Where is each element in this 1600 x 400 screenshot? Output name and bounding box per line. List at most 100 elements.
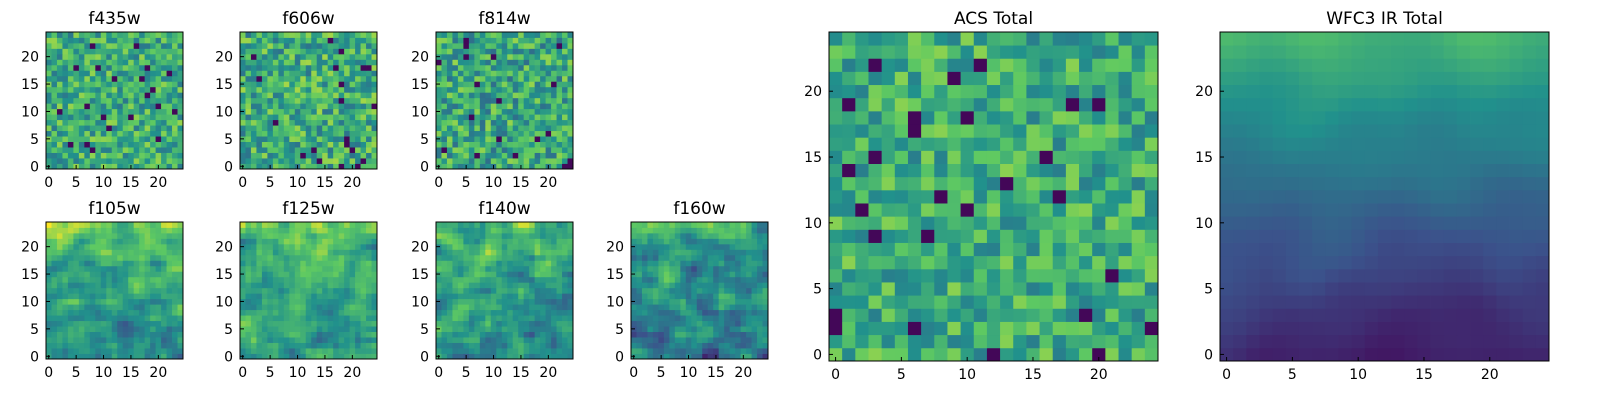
heatmap-cell — [1144, 216, 1159, 230]
heatmap-cell — [855, 295, 869, 309]
heatmap-cells — [436, 32, 574, 170]
heatmap-cell — [636, 304, 643, 311]
heatmap-cell — [95, 238, 102, 245]
heatmap-cell — [172, 222, 178, 228]
heatmap-cell — [724, 243, 731, 250]
heatmap-cell — [84, 282, 91, 289]
heatmap-cell — [366, 337, 372, 343]
heatmap-cell — [56, 315, 63, 322]
heatmap-cell — [256, 282, 263, 289]
heatmap-cell — [868, 176, 883, 191]
heatmap-cell — [707, 276, 714, 283]
heatmap-cell — [441, 75, 448, 82]
heatmap-cell — [551, 130, 557, 137]
heatmap-cell — [534, 125, 541, 132]
heatmap-cell — [89, 315, 96, 322]
heatmap-cell — [371, 353, 378, 360]
heatmap-cell — [122, 103, 129, 110]
heatmap-cell — [111, 238, 118, 245]
heatmap-cell — [256, 53, 263, 60]
heatmap-cell — [746, 271, 752, 278]
heatmap-cell — [452, 86, 459, 93]
heatmap-cell — [468, 53, 475, 60]
heatmap-cell — [161, 141, 167, 148]
heatmap-cell — [316, 353, 323, 360]
heatmap-cell — [283, 141, 290, 148]
heatmap-cell — [117, 243, 124, 250]
heatmap-cell — [161, 337, 167, 343]
heatmap-cell — [338, 227, 345, 234]
heatmap-cell — [691, 222, 698, 228]
heatmap-cell — [551, 59, 557, 66]
heatmap-cell — [545, 304, 552, 311]
heatmap-cell — [333, 75, 340, 82]
heatmap-cell — [868, 124, 883, 138]
heatmap-cell — [300, 243, 307, 250]
heatmap-cell — [89, 254, 96, 261]
heatmap-cell — [349, 315, 356, 322]
heatmap-cell — [294, 32, 301, 38]
heatmap-cell — [1013, 268, 1027, 283]
heatmap-cell — [556, 331, 563, 338]
heatmap-cell — [327, 64, 334, 71]
heatmap-cell — [349, 108, 356, 115]
heatmap-cell — [545, 265, 552, 272]
heatmap-cell — [540, 320, 546, 327]
heatmap-cell — [89, 59, 96, 66]
heatmap-cell — [261, 293, 268, 300]
heatmap-cell — [724, 315, 731, 322]
heatmap-cell — [556, 238, 563, 245]
heatmap-cell — [496, 86, 503, 93]
heatmap-cell — [294, 147, 301, 153]
heatmap-cell — [73, 320, 80, 327]
heatmap-cell — [272, 152, 279, 159]
heatmap-cell — [139, 130, 146, 137]
heatmap-cell — [1000, 124, 1014, 138]
heatmap-cell — [78, 130, 85, 137]
heatmap-cell — [56, 70, 63, 77]
heatmap-cell — [327, 260, 334, 267]
heatmap-cell — [311, 315, 318, 322]
heatmap-cell — [56, 271, 63, 278]
heatmap-cell — [128, 70, 135, 77]
heatmap-cell — [973, 321, 988, 336]
heatmap-cell — [1131, 268, 1146, 283]
heatmap-cell — [111, 119, 118, 126]
heatmap-cell — [474, 103, 481, 110]
heatmap-cell — [631, 315, 637, 322]
heatmap-cell — [696, 348, 703, 354]
heatmap-cell — [84, 103, 91, 110]
heatmap-cell — [523, 320, 530, 327]
heatmap-cell — [501, 75, 508, 82]
heatmap-cell — [139, 304, 146, 311]
heatmap-cell — [338, 348, 345, 354]
heatmap-cell — [355, 70, 361, 77]
heatmap-cell — [111, 315, 118, 322]
heatmap-cell — [529, 114, 536, 121]
heatmap-cell — [349, 70, 356, 77]
heatmap-cell — [73, 342, 80, 349]
heatmap-cell — [46, 254, 52, 261]
heatmap-cell — [641, 337, 648, 343]
heatmap-cell — [485, 271, 492, 278]
heatmap-cell — [636, 271, 643, 278]
heatmap-cell — [355, 97, 361, 104]
heatmap-cell — [267, 108, 274, 115]
heatmap-cell — [479, 265, 486, 272]
heatmap-cell — [355, 141, 361, 148]
heatmap-cell — [366, 125, 372, 132]
heatmap-cell — [490, 48, 497, 55]
heatmap-cell — [344, 53, 350, 60]
heatmap-cell — [829, 308, 843, 322]
heatmap-cell — [62, 75, 69, 82]
heatmap-cell — [366, 32, 372, 38]
heatmap-cell — [128, 298, 135, 305]
heatmap-cell — [474, 114, 481, 121]
heatmap-cell — [305, 32, 312, 38]
heatmap-cell — [111, 265, 118, 272]
heatmap-cell — [172, 271, 178, 278]
panel-title: f606w — [282, 9, 334, 29]
heatmap-cell — [762, 348, 769, 354]
heatmap-cell — [567, 158, 574, 164]
heatmap-cell — [707, 238, 714, 245]
